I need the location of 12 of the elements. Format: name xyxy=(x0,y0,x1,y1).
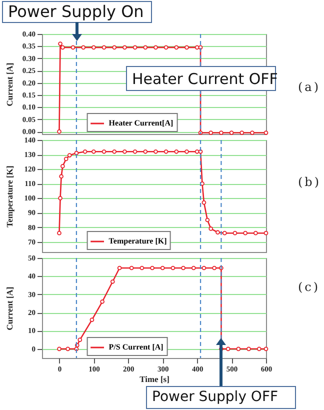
text: (b) xyxy=(298,175,322,189)
y-axis-title: Current [A] xyxy=(4,62,14,106)
legend-label: Temperature [K] xyxy=(108,236,168,246)
y-axis-title: Temperature [K] xyxy=(4,166,14,228)
x-axis-title: Time [s] xyxy=(140,374,170,384)
text: Power Supply On xyxy=(8,2,144,22)
text: Power Supply OFF xyxy=(152,389,278,406)
text: (c) xyxy=(298,280,320,294)
legend-label: Heater Current[A] xyxy=(108,118,174,128)
text: (a) xyxy=(298,80,321,94)
y-axis-title: Current [A] xyxy=(4,286,14,330)
text: P/S Current [A] xyxy=(108,342,164,352)
